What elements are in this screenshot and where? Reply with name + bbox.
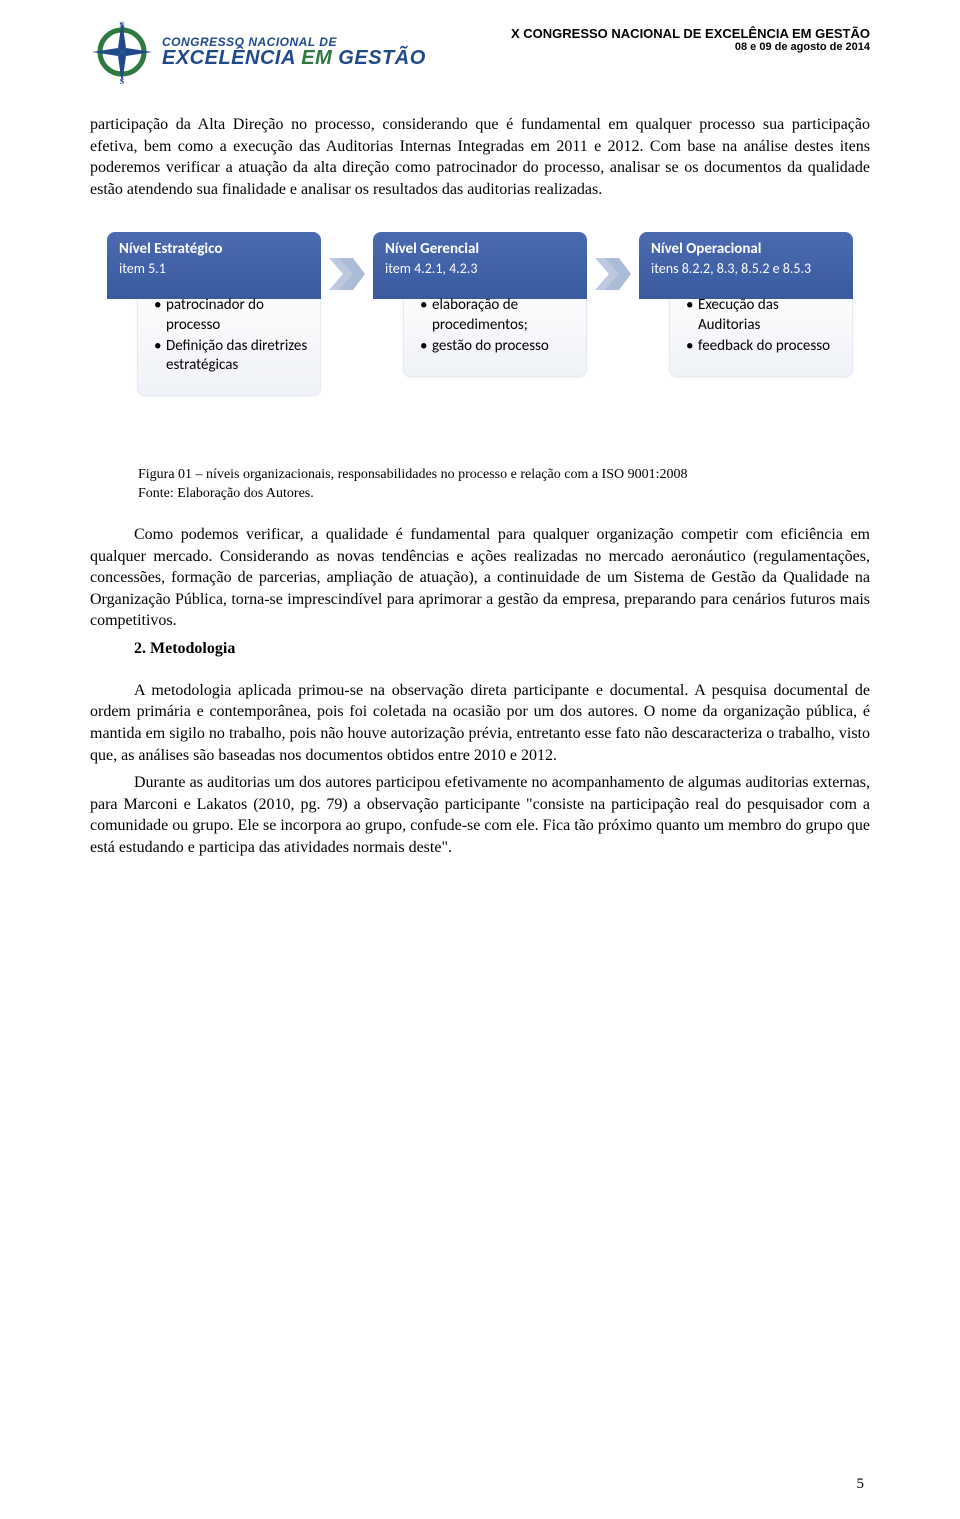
paragraph-3: A metodologia aplicada primou-se na obse…: [90, 680, 870, 766]
body-text: participação da Alta Direção no processo…: [90, 114, 870, 200]
card-operacional: Nível Operacional itens 8.2.2, 8.3, 8.5.…: [639, 232, 853, 377]
card-item: patrocinador do processo: [154, 296, 310, 334]
svg-text:S: S: [120, 77, 125, 86]
paragraph-4: Durante as auditorias um dos autores par…: [90, 772, 870, 858]
section-heading-metodologia: 2. Metodologia: [134, 640, 870, 658]
card-sub: item 4.2.1, 4.2.3: [385, 260, 575, 277]
card-gerencial: Nível Gerencial item 4.2.1, 4.2.3 elabor…: [373, 232, 587, 377]
page-header: N S CONGRESSO NACIONAL DE EXCELÊNCIA EM …: [90, 18, 870, 86]
card-title: Nível Estratégico: [119, 240, 309, 258]
levels-diagram: Nível Estratégico item 5.1 patrocinador …: [90, 232, 870, 396]
card-title: Nível Gerencial: [385, 240, 575, 258]
paragraph-2: Como podemos verificar, a qualidade é fu…: [90, 524, 870, 632]
chevron-right-icon: [329, 254, 365, 294]
page-number: 5: [857, 1476, 865, 1493]
svg-text:N: N: [119, 21, 125, 30]
compass-logo-icon: N S: [90, 18, 154, 86]
figure-caption: Figura 01 – níveis organizacionais, resp…: [138, 466, 870, 504]
card-title: Nível Operacional: [651, 240, 841, 258]
card-estrategico: Nível Estratégico item 5.1 patrocinador …: [107, 232, 321, 396]
card-sub: itens 8.2.2, 8.3, 8.5.2 e 8.5.3: [651, 260, 841, 277]
event-title: X CONGRESSO NACIONAL DE EXCELÊNCIA EM GE…: [511, 26, 870, 41]
body-text: Como podemos verificar, a qualidade é fu…: [90, 524, 870, 632]
card-item: Definição das diretrizes estratégicas: [154, 337, 310, 375]
logo-text: CONGRESSO NACIONAL DE EXCELÊNCIA EM GEST…: [162, 36, 426, 68]
logo-bottom-line: EXCELÊNCIA EM GESTÃO: [162, 48, 426, 68]
body-text: A metodologia aplicada primou-se na obse…: [90, 680, 870, 859]
caption-line-1: Figura 01 – níveis organizacionais, resp…: [138, 466, 870, 485]
caption-line-2: Fonte: Elaboração dos Autores.: [138, 485, 870, 504]
event-date: 08 e 09 de agosto de 2014: [511, 41, 870, 53]
card-item: elaboração de procedimentos;: [420, 296, 576, 334]
card-item: gestão do processo: [420, 337, 576, 356]
logo: N S CONGRESSO NACIONAL DE EXCELÊNCIA EM …: [90, 18, 426, 86]
card-item: feedback do processo: [686, 337, 842, 356]
paragraph-1: participação da Alta Direção no processo…: [90, 114, 870, 200]
card-item: Execução das Auditorias: [686, 296, 842, 334]
chevron-right-icon: [595, 254, 631, 294]
header-event-info: X CONGRESSO NACIONAL DE EXCELÊNCIA EM GE…: [511, 26, 870, 53]
card-sub: item 5.1: [119, 260, 309, 277]
